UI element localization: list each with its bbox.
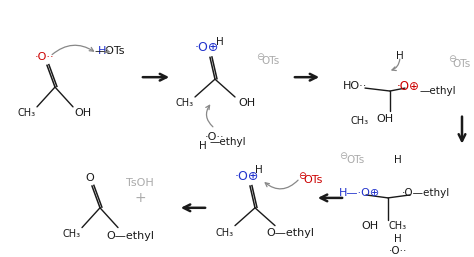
Text: CH₃: CH₃ (216, 227, 234, 237)
Text: H: H (396, 51, 404, 61)
Text: H: H (216, 36, 224, 47)
Text: CH₃: CH₃ (176, 98, 194, 108)
Text: CH₃: CH₃ (18, 108, 36, 118)
Text: ·O—ethyl: ·O—ethyl (402, 188, 450, 198)
Text: ·O⊕: ·O⊕ (397, 80, 419, 93)
Text: ⊖: ⊖ (256, 52, 264, 62)
Text: H: H (394, 155, 402, 165)
Text: ·O⊕: ·O⊕ (235, 170, 259, 183)
Text: ⊖: ⊖ (339, 151, 347, 161)
Text: H: H (199, 141, 207, 151)
Text: O—ethyl: O—ethyl (106, 231, 154, 241)
Text: OH: OH (74, 108, 91, 118)
Text: ⊖: ⊖ (298, 171, 306, 181)
Text: ·O··: ·O·· (205, 132, 225, 142)
Text: —ethyl: —ethyl (419, 86, 456, 96)
Text: OTs: OTs (303, 175, 323, 185)
Text: ·O··: ·O·· (389, 246, 407, 256)
Text: H—·O⊕: H—·O⊕ (339, 188, 381, 198)
Text: O—ethyl: O—ethyl (266, 227, 314, 237)
Text: OH: OH (238, 98, 255, 108)
Text: CH₃: CH₃ (389, 221, 407, 231)
Text: H: H (255, 165, 263, 175)
Text: OH: OH (362, 221, 379, 231)
Text: +: + (134, 191, 146, 205)
Text: ·O⊕: ·O⊕ (195, 41, 219, 54)
Text: HO··: HO·· (343, 81, 367, 91)
Text: H: H (98, 47, 106, 57)
Text: TsOH: TsOH (126, 178, 154, 188)
Text: OTs: OTs (347, 155, 365, 165)
Text: OH: OH (376, 114, 393, 124)
Text: H: H (394, 234, 402, 244)
Text: CH₃: CH₃ (351, 116, 369, 126)
Text: —OTs: —OTs (95, 47, 125, 57)
Text: —ethyl: —ethyl (210, 136, 246, 146)
Text: OTs: OTs (453, 59, 471, 69)
Text: CH₃: CH₃ (63, 228, 81, 238)
Text: ⊖: ⊖ (448, 54, 456, 64)
Text: ·O··: ·O·· (35, 52, 55, 62)
Text: O: O (86, 173, 94, 183)
Text: OTs: OTs (262, 56, 280, 66)
